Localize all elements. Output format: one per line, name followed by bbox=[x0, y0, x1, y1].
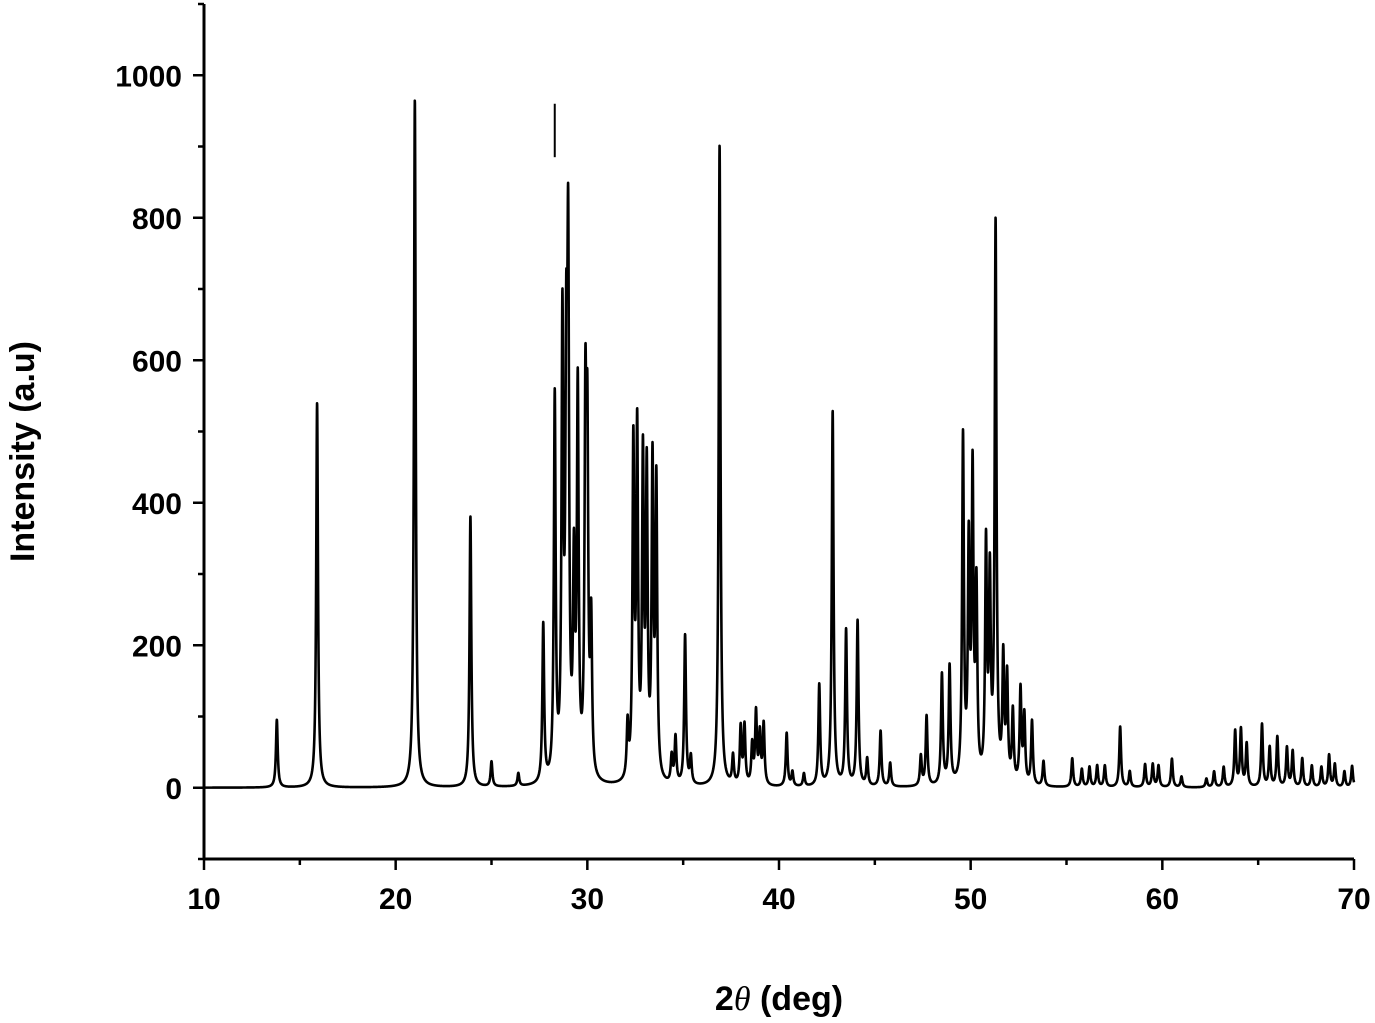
y-tick-label: 800 bbox=[132, 203, 182, 236]
y-tick-label: 1000 bbox=[115, 60, 182, 93]
diffraction-trace bbox=[202, 99, 1356, 789]
y-axis-ticks: 0 200 400 600 800 1000 bbox=[115, 2, 204, 861]
x-tick-label: 10 bbox=[187, 883, 220, 916]
x-tick-label: 40 bbox=[762, 883, 795, 916]
x-tick-label: 30 bbox=[571, 883, 604, 916]
y-axis-title: Intensity (a.u) bbox=[4, 341, 42, 562]
y-tick-label: 400 bbox=[132, 488, 182, 521]
x-tick-label: 70 bbox=[1337, 883, 1370, 916]
y-tick-label: 200 bbox=[132, 630, 182, 663]
x-axis-ticks: 10 20 30 40 50 60 70 bbox=[187, 859, 1371, 916]
x-tick-label: 60 bbox=[1146, 883, 1179, 916]
x-tick-label: 20 bbox=[379, 883, 412, 916]
x-axis-title: 2θ (deg) bbox=[715, 980, 843, 1018]
y-tick-label: 0 bbox=[165, 773, 182, 806]
y-tick-label: 600 bbox=[132, 345, 182, 378]
x-tick-label: 50 bbox=[954, 883, 987, 916]
